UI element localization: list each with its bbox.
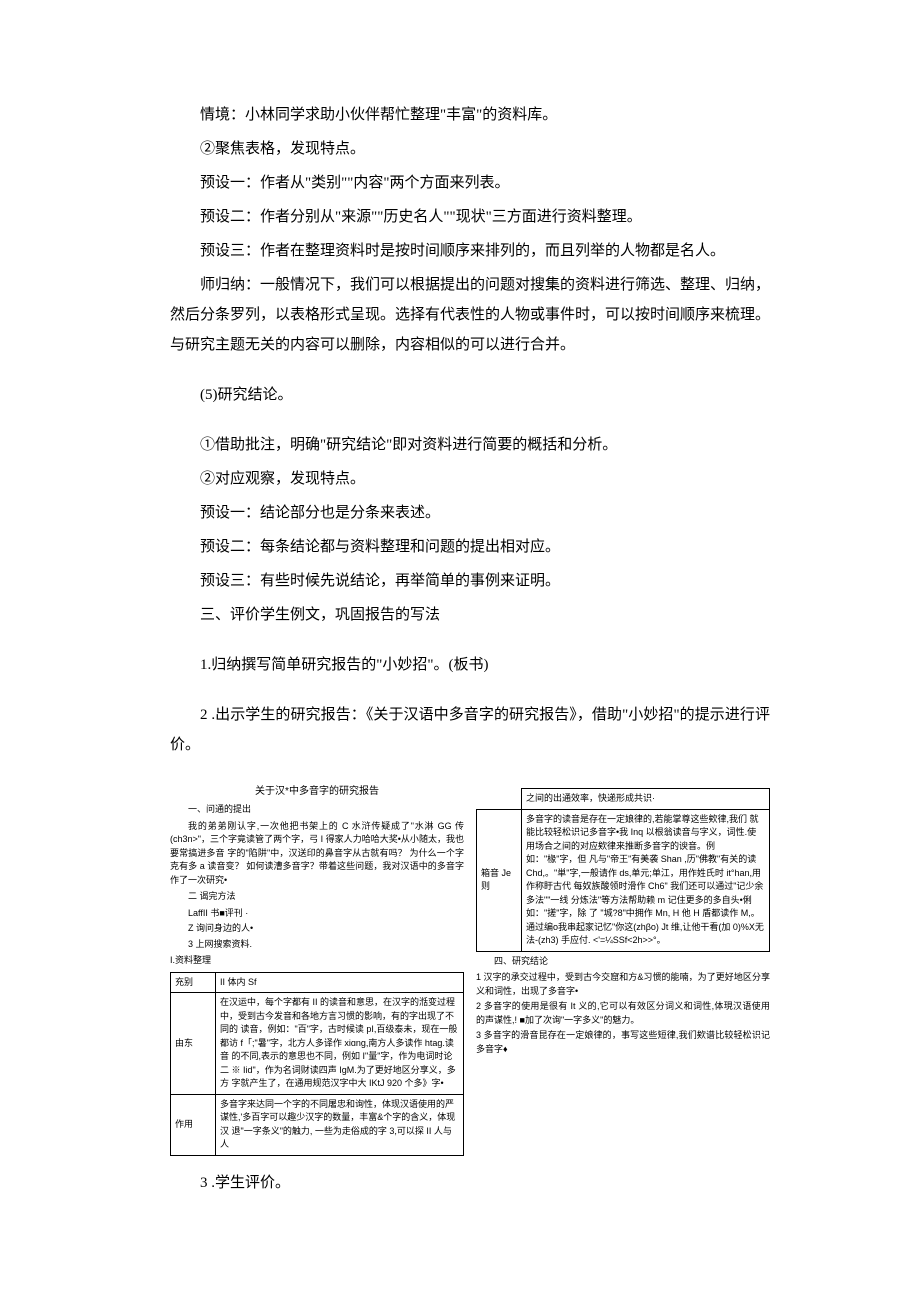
report-intro: 我的弟弟刚认字,一次他把书架上的 C 水浒传疑成了"水淋 GG 传(ch3n>"… [170, 820, 464, 888]
step-2b: ②对应观察，发现特点。 [170, 464, 770, 494]
row2-label: 作用 [171, 1094, 216, 1155]
report-left-col: 关于汉*中多音字的研究报告 一、问通的提出 我的弟弟刚认字,一次他把书架上的 C… [170, 784, 464, 1156]
conclusion-1: 1 汉字的承交过程中，受到古今交窟和方&习惯的能喃，为了更好地区分享 义和词性，… [476, 971, 770, 998]
method-2: Z 询问身边的人• [170, 922, 464, 936]
item-1: 1.归纳撰写简单研究报告的"小妙招"。(板书) [170, 650, 770, 680]
right-body: 多音字的读音是存在一定娘律的,若能掌尊这些欸律,我们 就能比较轻松识记多音字•我… [522, 809, 770, 951]
th-a: 充别 [171, 972, 216, 993]
step-1b: ①借助批注，明确"研究结论"即对资料进行简要的概括和分析。 [170, 430, 770, 460]
preset-2a: 预设二：作者分别从"来源""历史名人""现状"三方面进行资料整理。 [170, 202, 770, 232]
context-line: 情境：小林同学求助小伙伴帮忙整理"丰富"的资料库。 [170, 100, 770, 130]
conclusion-2: 2 多音字的使用是很有 It 义的,它可以有效区分词义和词性,体現汉语使用 的声… [476, 1000, 770, 1027]
row1-body: 在汉运中，每个字都有 II 的读音和意思，在汉字的湉变过程 中，受到古今发音和各… [216, 993, 464, 1095]
th-b: II 体内 Sf [216, 972, 464, 993]
report-title: 关于汉*中多音字的研究报告 [170, 784, 464, 799]
report-h3: I.资料整理 [170, 954, 464, 968]
report-table-right: 之间的出通效率，快递形成共识· 箱音 Je 则 多音字的读音是存在一定娘律的,若… [476, 788, 770, 952]
item-3: 3 .学生评价。 [170, 1168, 770, 1198]
section-5: (5)研究结论。 [170, 380, 770, 410]
conclusion-3: 3 多音字的滑音昆存在一定娘律的，事写这些短律,我们欸谱比较轻松识记 多音字♦ [476, 1029, 770, 1056]
report-table-left: 充别 II 体内 Sf 由东 在汉运中，每个字都有 II 的读音和意思，在汉字的… [170, 972, 464, 1156]
teacher-summary: 师归纳：一般情况下，我们可以根据提出的问题对搜集的资料进行筛选、整理、归纳，然后… [170, 270, 770, 360]
preset-2b: 预设二：每条结论都与资料整理和问题的提出相对应。 [170, 532, 770, 562]
report-right-col: 之间的出通效率，快递形成共识· 箱音 Je 则 多音字的读音是存在一定娘律的,若… [476, 784, 770, 1156]
heading-three: 三、评价学生例文，巩固报告的写法 [170, 600, 770, 630]
method-1: LaffII 书■评刊 · [170, 907, 464, 921]
preset-3b: 预设三：有些时候先说结论，再举简单的事例来证明。 [170, 566, 770, 596]
method-3: 3 上网搜索资料. [170, 938, 464, 952]
right-label: 箱音 Je 则 [477, 809, 522, 951]
report-h4: 四、研究结论 [476, 955, 770, 969]
report-h2: 二 谒完方法 [170, 890, 464, 904]
row2-body: 多音字来达同一个字的不同屠忠和询性，体现汉语使用的严 谋性,'多百字可以趣少汉字… [216, 1094, 464, 1155]
row1-label: 由东 [171, 993, 216, 1095]
right-head: 之间的出通效率，快递形成共识· [522, 789, 770, 810]
preset-3a: 预设三：作者在整理资料时是按时间顺序来排列的，而且列举的人物都是名人。 [170, 236, 770, 266]
preset-1a: 预设一：作者从"类别""内容"两个方面来列表。 [170, 168, 770, 198]
student-report: 关于汉*中多音字的研究报告 一、问通的提出 我的弟弟刚认字,一次他把书架上的 C… [170, 784, 770, 1156]
item-2: 2 .出示学生的研究报告：《关于汉语中多音字的研究报告》，借助"小妙招"的提示进… [170, 700, 770, 760]
report-h1: 一、问通的提出 [170, 803, 464, 817]
step-2: ②聚焦表格，发现特点。 [170, 134, 770, 164]
preset-1b: 预设一：结论部分也是分条来表述。 [170, 498, 770, 528]
